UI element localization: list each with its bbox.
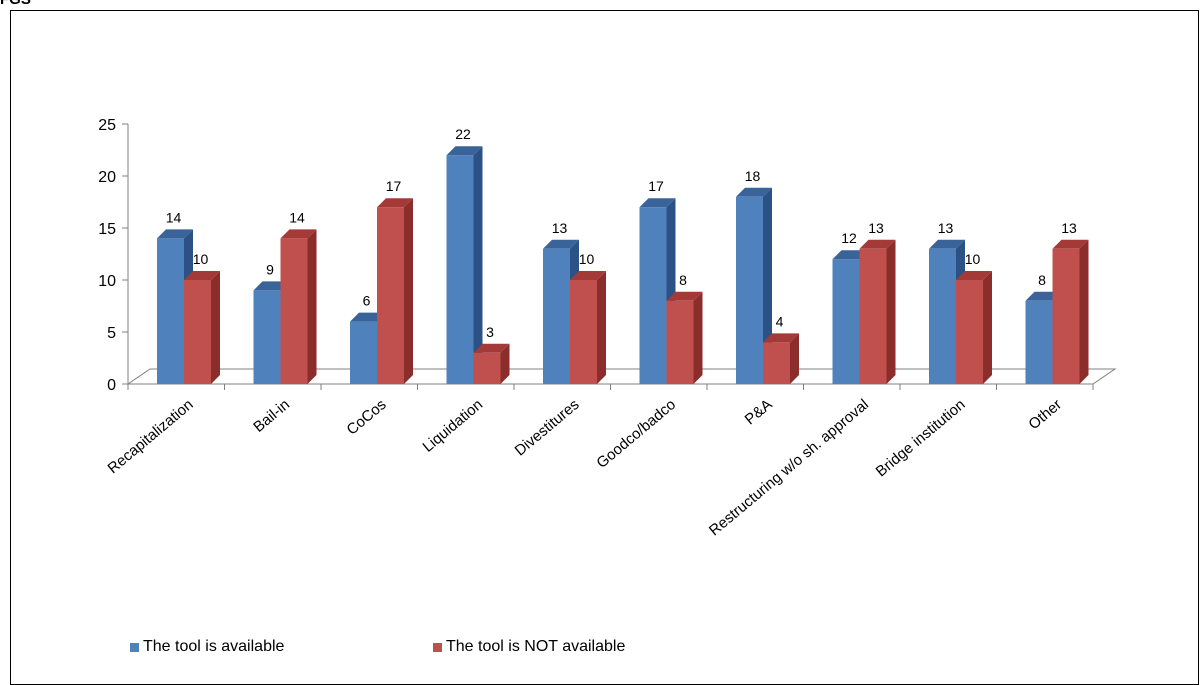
bar (280, 238, 308, 384)
category-label: P&A (742, 396, 776, 428)
bar-top (280, 229, 317, 239)
legend-item-not-available: The tool is NOT available (433, 638, 625, 656)
bar (859, 248, 887, 384)
data-label: 6 (363, 293, 371, 309)
bar-top (956, 271, 992, 280)
bar (832, 259, 860, 384)
bar-side (886, 239, 896, 384)
bar-side (404, 198, 413, 384)
data-label: 14 (166, 209, 182, 225)
bar-top (543, 239, 579, 249)
category-label: Recapitalization (105, 396, 197, 477)
data-label: 10 (579, 251, 595, 267)
bar-top (929, 239, 965, 249)
bar-side (763, 187, 772, 384)
category-label: CoCos (344, 396, 390, 439)
category-label: Bail-in (250, 396, 293, 436)
bar-side (307, 229, 317, 384)
data-label: 3 (486, 324, 494, 340)
bar-top (184, 271, 220, 280)
data-label: 13 (552, 220, 568, 236)
bar (184, 280, 211, 384)
category-label: Restructuring w/o sh. approval (706, 396, 872, 539)
bar (473, 352, 501, 384)
bar-top (157, 229, 193, 239)
data-label: 8 (1038, 272, 1046, 288)
data-label: 12 (841, 230, 857, 246)
bar-top (446, 146, 483, 156)
y-tick-label: 25 (98, 117, 116, 134)
bar (446, 155, 474, 384)
legend-swatch-available (130, 642, 139, 652)
data-label: 4 (776, 313, 784, 329)
bar-side (1079, 239, 1089, 384)
bar-top (570, 271, 606, 280)
bar (570, 280, 597, 384)
data-label: 22 (455, 126, 471, 142)
bar-top (473, 343, 510, 353)
bar (929, 248, 956, 384)
data-label: 18 (745, 168, 761, 184)
bar-side (500, 343, 510, 384)
category-label: Bridge institution (873, 396, 969, 480)
bar (1025, 300, 1053, 384)
bar (253, 290, 281, 384)
data-label: 14 (289, 209, 305, 225)
bar-side (693, 291, 703, 384)
bar-side (983, 271, 992, 384)
bar (1052, 248, 1080, 384)
category-label: Other (1025, 396, 1065, 433)
bar (763, 342, 790, 384)
bar-top (763, 333, 799, 343)
bar (736, 196, 763, 384)
legend-label-not-available: The tool is NOT available (446, 638, 626, 655)
data-label: 8 (679, 272, 687, 288)
bar-top (736, 187, 772, 197)
y-tick-label: 20 (98, 169, 116, 186)
y-tick-label: 0 (107, 377, 116, 394)
data-label: 9 (266, 261, 274, 277)
y-tick-label: 10 (98, 273, 116, 290)
category-label: Goodco/badco (593, 396, 679, 472)
data-label: 10 (193, 251, 209, 267)
bar (377, 207, 404, 384)
bar-top (859, 239, 896, 249)
top-label: FGS (0, 0, 31, 8)
y-tick-label: 15 (98, 221, 116, 238)
data-label: 13 (1061, 220, 1077, 236)
data-label: 17 (648, 178, 664, 194)
legend-swatch-not-available (433, 642, 442, 652)
bar-top (639, 198, 676, 208)
bar (956, 280, 983, 384)
bar (666, 300, 694, 384)
bar-side (597, 271, 606, 384)
category-label: Liquidation (420, 396, 487, 456)
bar (350, 321, 377, 384)
bar-top (1052, 239, 1089, 249)
data-label: 17 (386, 178, 402, 194)
legend-item-available: The tool is available (130, 638, 284, 656)
data-label: 10 (965, 251, 981, 267)
data-label: 13 (868, 220, 884, 236)
category-label: Divestitures (512, 396, 583, 459)
bar-side (473, 146, 483, 384)
data-label: 13 (938, 220, 954, 236)
bar-top (666, 291, 703, 301)
bar (157, 238, 184, 384)
bar-side (790, 333, 799, 384)
y-tick-label: 5 (107, 325, 116, 342)
bar (543, 248, 570, 384)
bar-top (377, 198, 413, 208)
bar-side (211, 271, 220, 384)
bar (639, 207, 667, 384)
legend-label-available: The tool is available (143, 638, 285, 655)
